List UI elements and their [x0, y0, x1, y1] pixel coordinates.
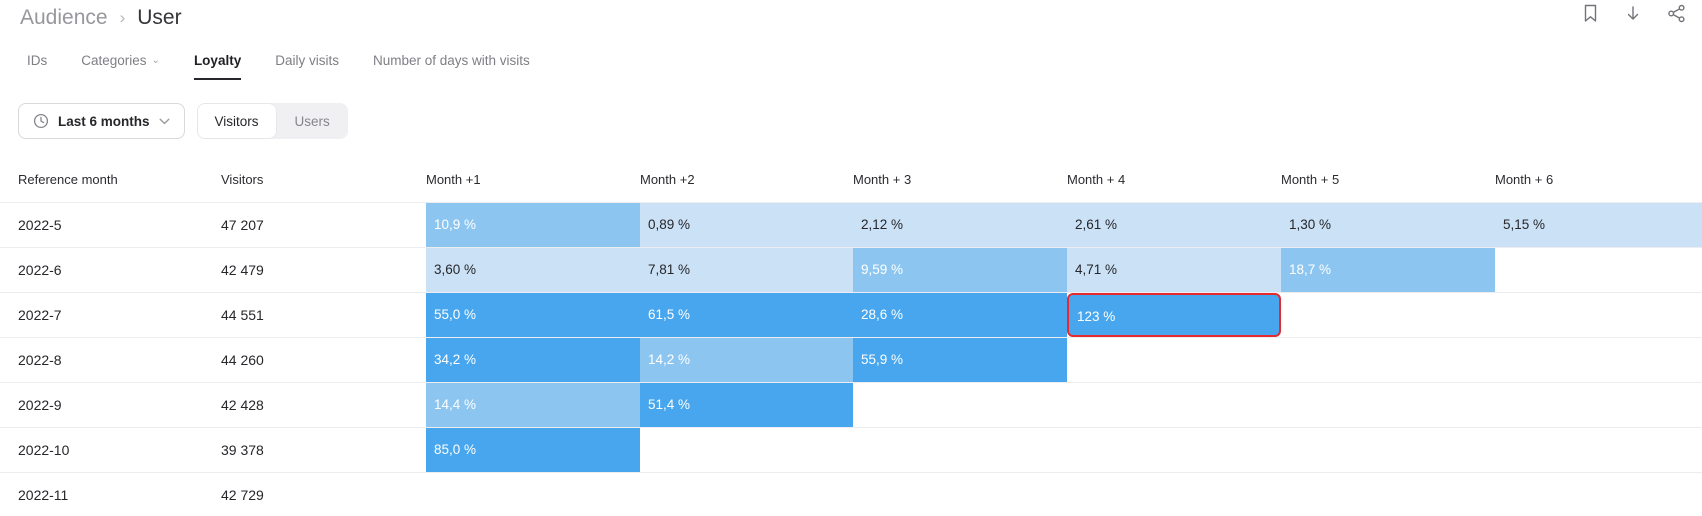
period-selector-button[interactable]: Last 6 months — [18, 103, 185, 139]
chevron-down-icon: ⌄ — [151, 54, 160, 66]
table-row: 2022-9 42 428 14,4 % 51,4 % — [0, 383, 1702, 428]
tab-daily-visits[interactable]: Daily visits — [275, 40, 339, 80]
tab-bar: IDs Categories ⌄ Loyalty Daily visits Number … — [27, 40, 1702, 80]
cohort-table: Reference month Visitors Month +1 Month +2 M… — [0, 139, 1702, 516]
heatmap-cell[interactable]: 18,7 % — [1281, 248, 1495, 292]
visitors-count: 39 378 — [221, 442, 264, 458]
visitors-count: 42 479 — [221, 262, 264, 278]
visitors-count: 42 729 — [221, 487, 264, 503]
heatmap-cell[interactable]: 55,0 % — [426, 293, 640, 337]
column-header-visitors: Visitors — [221, 172, 264, 187]
segment-visitors[interactable]: Visitors — [196, 103, 277, 139]
heatmap-cell[interactable]: 51,4 % — [640, 383, 853, 427]
heatmap-cell[interactable]: 28,6 % — [853, 293, 1067, 337]
heatmap-cell[interactable]: 0,89 % — [640, 203, 853, 247]
tab-number-of-days-with-visits[interactable]: Number of days with visits — [373, 40, 530, 80]
table-row: 2022-5 47 207 10,9 % 0,89 % 2,12 % 2,61 % 1,30… — [0, 203, 1702, 248]
breadcrumb: Audience › User — [20, 6, 182, 30]
heatmap-cell[interactable]: 5,15 % — [1495, 203, 1702, 247]
heatmap-cell[interactable]: 85,0 % — [426, 428, 640, 472]
table-header-row: Reference month Visitors Month +1 Month +2 M… — [0, 139, 1702, 203]
top-bar: Audience › User — [0, 0, 1702, 40]
table-row: 2022-8 44 260 34,2 % 14,2 % 55,9 % — [0, 338, 1702, 383]
visitors-count: 47 207 — [221, 217, 264, 233]
column-header-month-3: Month + 3 — [853, 172, 912, 187]
reference-month: 2022-7 — [18, 307, 62, 323]
heatmap-cell-highlighted[interactable]: 123 % — [1067, 293, 1281, 337]
column-header-month-2: Month +2 — [640, 172, 695, 187]
heatmap-cell[interactable]: 3,60 % — [426, 248, 640, 292]
tab-loyalty[interactable]: Loyalty — [193, 40, 242, 80]
table-row: 2022-11 42 729 — [0, 473, 1702, 516]
heatmap-cell[interactable]: 14,4 % — [426, 383, 640, 427]
reference-month: 2022-5 — [18, 217, 62, 233]
heatmap-cell[interactable]: 34,2 % — [426, 338, 640, 382]
table-row: 2022-10 39 378 85,0 % — [0, 428, 1702, 473]
visitors-count: 44 551 — [221, 307, 264, 323]
reference-month: 2022-8 — [18, 352, 62, 368]
column-header-month-5: Month + 5 — [1281, 172, 1340, 187]
tab-ids[interactable]: IDs — [27, 40, 47, 80]
breadcrumb-user: User — [137, 6, 182, 29]
table-row: 2022-7 44 551 55,0 % 61,5 % 28,6 % 123 % — [0, 293, 1702, 338]
heatmap-cell[interactable]: 10,9 % — [426, 203, 640, 247]
breadcrumb-audience[interactable]: Audience — [20, 6, 108, 29]
reference-month: 2022-10 — [18, 442, 70, 458]
bookmark-icon[interactable] — [1582, 4, 1599, 23]
visitors-users-toggle: Visitors Users — [196, 103, 348, 139]
tab-label: Daily visits — [275, 52, 339, 68]
column-header-reference-month: Reference month — [18, 172, 118, 187]
heatmap-cell[interactable]: 1,30 % — [1281, 203, 1495, 247]
share-icon[interactable] — [1667, 4, 1686, 23]
heatmap-cell[interactable]: 14,2 % — [640, 338, 853, 382]
heatmap-cell[interactable]: 61,5 % — [640, 293, 853, 337]
heatmap-cell[interactable]: 2,61 % — [1067, 203, 1281, 247]
heatmap-cell[interactable]: 2,12 % — [853, 203, 1067, 247]
reference-month: 2022-11 — [18, 487, 69, 503]
tab-categories[interactable]: Categories ⌄ — [81, 40, 160, 80]
top-action-icons — [1582, 4, 1686, 23]
breadcrumb-separator-icon: › — [119, 8, 126, 27]
clock-icon — [33, 113, 49, 129]
tab-label: Loyalty — [193, 52, 242, 68]
chevron-down-icon — [159, 118, 170, 124]
column-header-month-4: Month + 4 — [1067, 172, 1126, 187]
heatmap-cell[interactable]: 4,71 % — [1067, 248, 1281, 292]
download-icon[interactable] — [1625, 5, 1641, 23]
heatmap-cell[interactable]: 55,9 % — [853, 338, 1067, 382]
table-row: 2022-6 42 479 3,60 % 7,81 % 9,59 % 4,71 % 18,7… — [0, 248, 1702, 293]
reference-month: 2022-6 — [18, 262, 62, 278]
column-header-month-1: Month +1 — [426, 172, 481, 187]
segment-users[interactable]: Users — [294, 113, 330, 129]
tab-label: Number of days with visits — [372, 52, 530, 68]
controls-row: Last 6 months Visitors Users — [18, 103, 1702, 139]
column-header-month-6: Month + 6 — [1495, 172, 1554, 187]
reference-month: 2022-9 — [18, 397, 62, 413]
heatmap-cell[interactable]: 9,59 % — [853, 248, 1067, 292]
tab-label: IDs — [27, 52, 48, 68]
visitors-count: 44 260 — [221, 352, 264, 368]
visitors-count: 42 428 — [221, 397, 264, 413]
period-selector-label: Last 6 months — [58, 113, 150, 129]
heatmap-cell[interactable]: 7,81 % — [640, 248, 853, 292]
tab-label: Categories — [81, 52, 147, 68]
